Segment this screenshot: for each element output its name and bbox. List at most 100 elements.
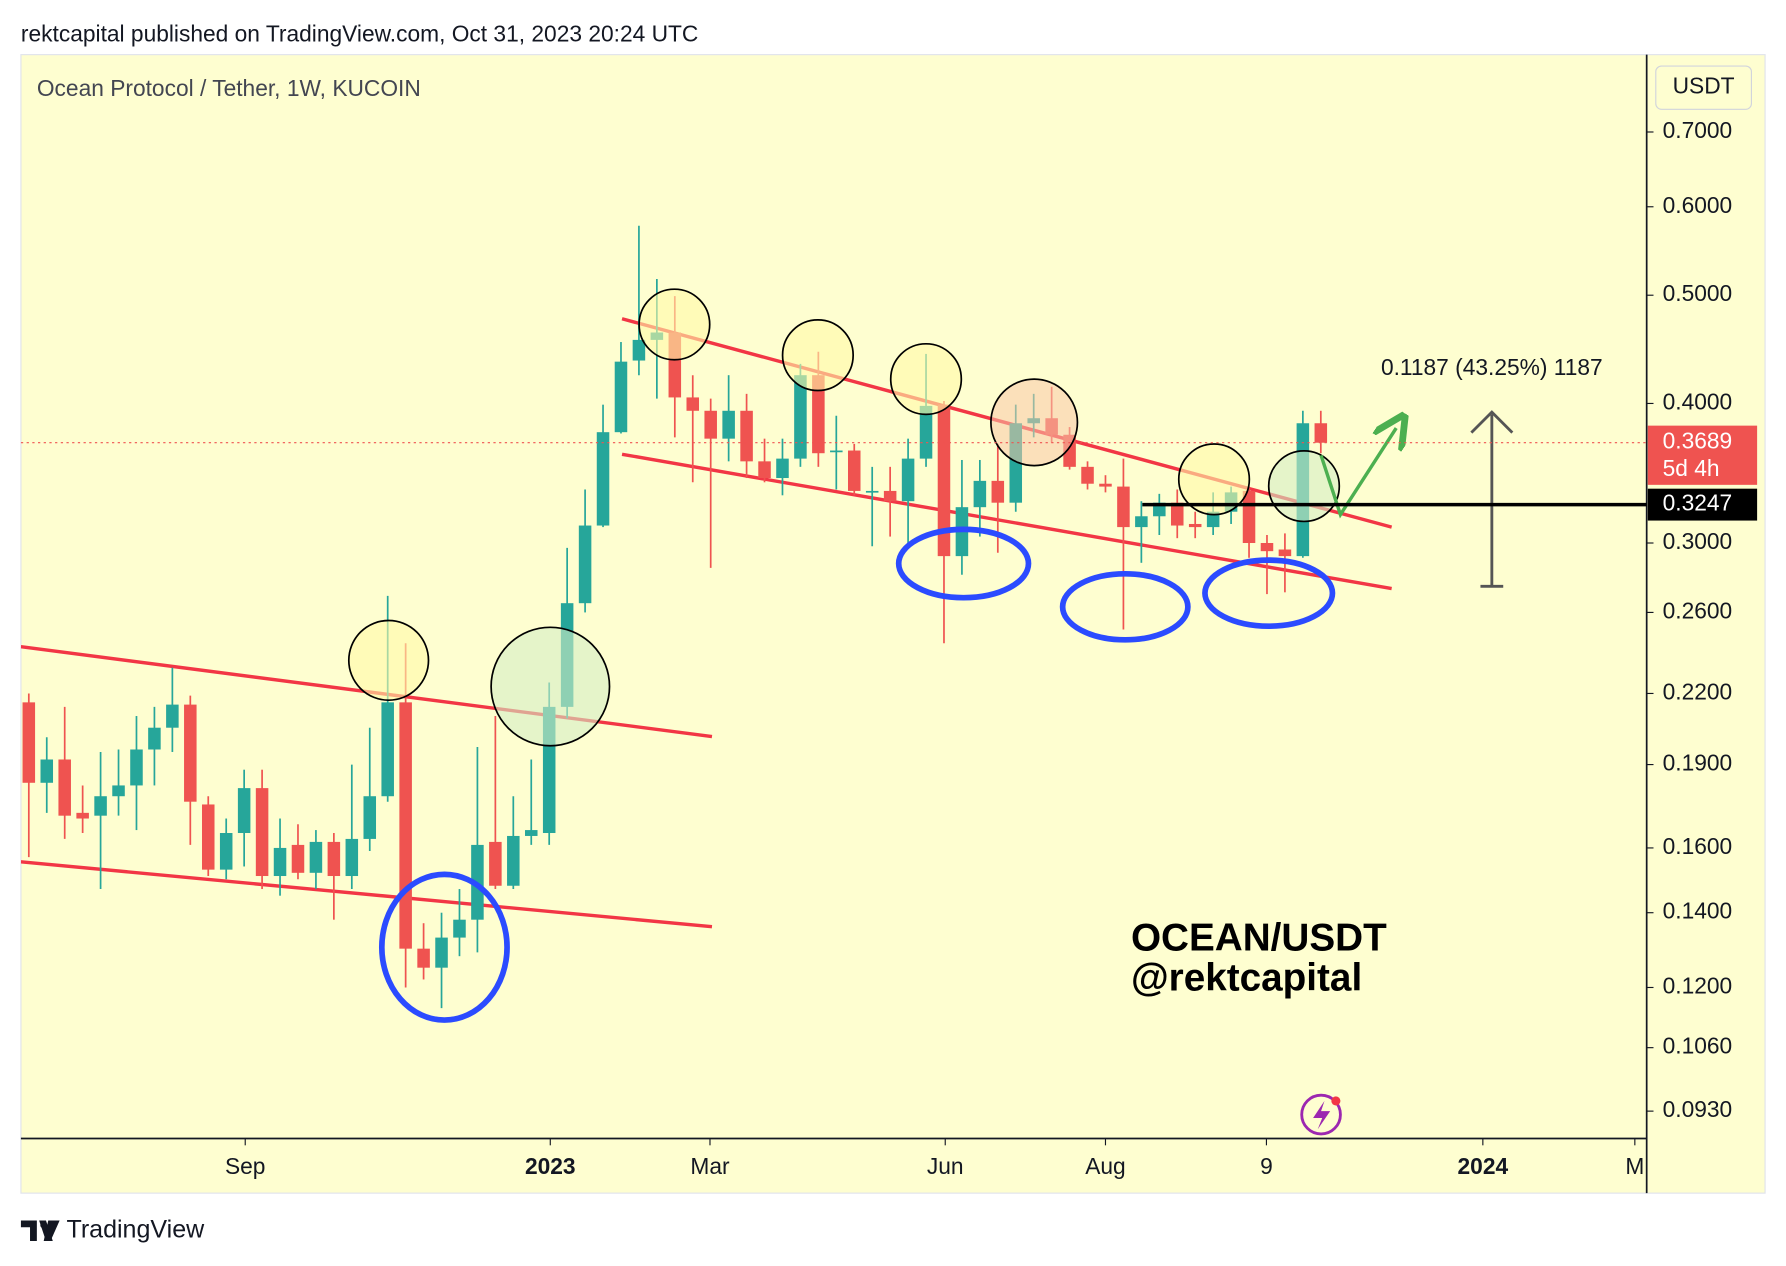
- candle-body: [686, 397, 700, 411]
- candle-body: [596, 432, 610, 526]
- annotation: OCEAN/USDT: [1131, 917, 1387, 960]
- x-tick-label: Mar: [690, 1153, 730, 1179]
- candle-body: [130, 749, 143, 786]
- y-tick-label: 0.6000: [1663, 192, 1733, 218]
- support-ellipse: [895, 526, 1032, 601]
- y-tick-label: 0.5000: [1663, 280, 1733, 306]
- candle-body: [578, 525, 592, 604]
- candle-body: [632, 339, 646, 361]
- candle-body: [1188, 523, 1202, 528]
- y-tick-label: 0.2600: [1663, 597, 1733, 623]
- footer: TradingView: [66, 1215, 205, 1243]
- candle-body: [1314, 423, 1328, 443]
- candle-body: [237, 788, 251, 834]
- candle-body: [345, 838, 359, 877]
- currency: USDT: [1673, 73, 1735, 99]
- countdown-label: 5d 4h: [1663, 455, 1720, 481]
- highlight-circle: [1267, 449, 1341, 523]
- y-tick-label: 0.7000: [1663, 117, 1733, 143]
- candle-body: [58, 759, 71, 816]
- candle-body: [1117, 486, 1130, 528]
- measure-label: 0.1187 (43.25%) 1187: [1381, 354, 1603, 380]
- candle-body: [309, 841, 323, 873]
- candle-body: [399, 702, 412, 949]
- candle-body: [865, 490, 879, 493]
- candle-body: [489, 841, 502, 886]
- support-ellipse: [378, 871, 510, 1023]
- candle-body: [363, 796, 377, 839]
- logo-mark: [43, 1220, 60, 1241]
- y-tick-label: 0.1400: [1663, 898, 1733, 924]
- candle-body: [327, 841, 341, 877]
- candle-body: [1099, 483, 1112, 487]
- candle-body: [614, 361, 628, 433]
- candle-body: [758, 461, 771, 479]
- candle-body: [919, 405, 933, 459]
- candle-body: [148, 727, 161, 750]
- highlight-circle: [1177, 443, 1251, 516]
- y-tick-label: 0.1600: [1663, 833, 1733, 859]
- level-label: 0.3247: [1663, 490, 1733, 516]
- highlight-circle: [990, 378, 1079, 467]
- candle-body: [1242, 490, 1256, 544]
- candle-body: [273, 847, 287, 877]
- x-tick-label: Sep: [225, 1153, 265, 1179]
- candle-body: [847, 450, 861, 491]
- candle-body: [524, 830, 538, 836]
- projection-arrow: [1319, 428, 1396, 519]
- current-price-label: 0.3689: [1663, 428, 1733, 454]
- trend-line: [20, 860, 713, 929]
- candle-body: [381, 702, 394, 797]
- candle-body: [291, 844, 305, 873]
- logo-dot: [40, 1221, 48, 1229]
- y-tick-label: 0.4000: [1663, 388, 1733, 414]
- alert-dot: [1331, 1096, 1341, 1106]
- candle-body: [76, 812, 89, 819]
- highlight-circle: [889, 342, 963, 416]
- y-tick-label: 0.0930: [1663, 1096, 1733, 1122]
- candle-body: [973, 480, 987, 508]
- candle-body: [830, 450, 843, 453]
- candle-body: [112, 785, 125, 797]
- candle-body: [22, 702, 36, 783]
- candle-body: [201, 804, 215, 870]
- y-tick-label: 0.1200: [1663, 973, 1733, 999]
- candle-body: [453, 919, 466, 938]
- candle-body: [937, 404, 951, 557]
- candle-body: [166, 704, 179, 728]
- candle-body: [794, 375, 807, 459]
- highlight-circle: [347, 619, 430, 702]
- candle-body: [1278, 549, 1292, 557]
- annotations: 0.1187 (43.25%) 1187 OCEAN/USDT @rektcap…: [20, 288, 1758, 1136]
- candle-body: [883, 490, 897, 502]
- support-ellipse: [1202, 557, 1336, 630]
- current-price-box: [1647, 425, 1758, 485]
- x-tick-label: M: [1625, 1153, 1644, 1179]
- x-tick-label: 9: [1260, 1153, 1273, 1179]
- highlight-circle: [781, 319, 855, 392]
- candle-body: [417, 948, 430, 968]
- x-tick-label: 2024: [1458, 1153, 1509, 1179]
- currency-box[interactable]: [1655, 65, 1752, 110]
- candle-body: [704, 410, 717, 439]
- alert-icon[interactable]: [1300, 1093, 1342, 1136]
- y-tick-label: 0.1900: [1663, 750, 1733, 776]
- x-tick-label: 2023: [525, 1153, 576, 1179]
- annotation-author: @rektcapital: [1131, 956, 1362, 999]
- candle-body: [776, 458, 789, 479]
- x-tick-label: Aug: [1085, 1153, 1125, 1179]
- level-box: [1647, 488, 1758, 521]
- candle-body: [1135, 516, 1148, 528]
- trend-line: [621, 452, 1392, 591]
- candle-body: [901, 458, 915, 502]
- candle-body: [94, 796, 107, 816]
- highlight-circle: [638, 288, 711, 361]
- highlight-circle: [490, 626, 611, 747]
- alert-bolt: [1313, 1100, 1331, 1130]
- chart-title: Ocean Protocol / Tether, 1W, KUCOIN: [37, 75, 421, 101]
- candle-body: [184, 704, 197, 802]
- candle-body: [507, 835, 520, 886]
- candle-body: [255, 788, 269, 877]
- logo: TradingView: [20, 1215, 205, 1243]
